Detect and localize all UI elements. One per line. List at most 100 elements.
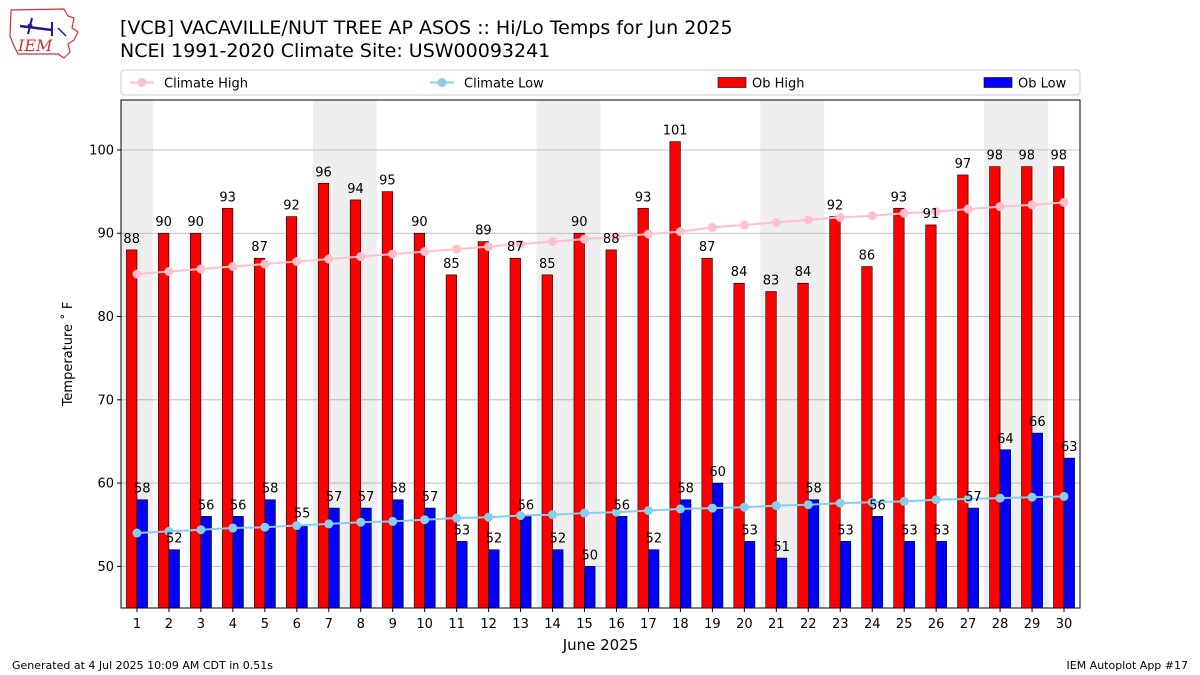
climate-low-point: [899, 496, 909, 506]
ob-high-label: 93: [219, 190, 236, 205]
x-tick-label: 3: [197, 617, 205, 632]
climate-high-point: [835, 212, 845, 222]
legend-climate-high-label: Climate High: [164, 77, 248, 92]
y-tick-label: 80: [97, 310, 114, 325]
ob-high-bar: [541, 274, 553, 609]
ob-low-bar: [776, 557, 788, 609]
climate-low-point: [931, 495, 941, 505]
ob-high-label: 98: [1019, 149, 1036, 164]
ob-low-label: 58: [805, 482, 822, 497]
x-tick-label: 20: [736, 617, 753, 632]
ob-low-label: 57: [422, 490, 439, 505]
climate-low-point: [580, 508, 590, 518]
legend-climate-low-label: Climate Low: [464, 77, 544, 92]
climate-low-point: [963, 494, 973, 504]
climate-low-point: [452, 513, 462, 523]
legend-climate-high-marker: [137, 78, 147, 87]
climate-low-point: [356, 517, 366, 527]
ob-low-label: 52: [166, 532, 183, 547]
ob-high-label: 88: [123, 232, 140, 247]
legend-ob-low-label: Ob Low: [1018, 77, 1067, 92]
ob-high-bar: [893, 207, 905, 609]
y-tick-label: 90: [97, 227, 114, 242]
ob-high-bar: [701, 257, 713, 609]
climate-low-point: [1059, 491, 1069, 501]
x-tick-label: 5: [261, 617, 269, 632]
ob-high-bar: [925, 224, 937, 609]
x-tick-label: 25: [896, 617, 913, 632]
ob-low-bar: [839, 541, 852, 609]
climate-high-point: [643, 229, 653, 239]
ob-low-label: 60: [709, 465, 726, 480]
climate-high-point: [675, 227, 685, 237]
x-tick-label: 9: [389, 617, 397, 632]
ob-low-label: 52: [486, 532, 503, 547]
x-tick-label: 21: [768, 617, 785, 632]
ob-high-label: 93: [891, 190, 908, 205]
x-tick-label: 10: [416, 617, 433, 632]
plot-frame: [120, 99, 1081, 609]
ob-high-label: 101: [663, 124, 688, 139]
climate-low-point: [228, 523, 238, 533]
x-tick-label: 30: [1056, 617, 1073, 632]
climate-high-point: [164, 267, 174, 277]
climate-high-point: [452, 244, 462, 254]
climate-low-point: [643, 506, 653, 516]
ob-high-label: 87: [699, 240, 716, 255]
ob-low-label: 53: [901, 523, 918, 538]
x-tick-label: 12: [480, 617, 497, 632]
ob-low-label: 57: [965, 490, 982, 505]
ob-high-label: 84: [731, 265, 748, 280]
ob-low-bar: [903, 541, 916, 609]
ob-low-label: 56: [230, 498, 247, 513]
climate-high-point: [1027, 200, 1037, 210]
x-axis-label: June 2025: [562, 636, 639, 654]
ob-low-bar: [616, 516, 628, 609]
x-tick-label: 14: [544, 617, 561, 632]
ob-low-bar: [1031, 432, 1043, 609]
ob-low-bar: [999, 449, 1011, 609]
ob-low-label: 51: [773, 540, 790, 555]
y-tick-label: 70: [97, 393, 114, 408]
y-axis-label: Temperature ˚ F: [60, 302, 76, 408]
ob-high-label: 97: [955, 157, 972, 172]
ob-low-label: 52: [550, 532, 567, 547]
ob-high-bar: [733, 282, 745, 609]
ob-low-label: 53: [933, 523, 950, 538]
ob-low-label: 63: [1061, 440, 1078, 455]
ob-high-bar: [765, 291, 777, 609]
logo-text: IEM: [17, 36, 53, 55]
ob-high-label: 87: [251, 240, 268, 255]
ob-high-bar: [509, 257, 521, 609]
ob-low-bar: [392, 499, 404, 609]
ob-low-label: 58: [677, 482, 694, 497]
ob-low-label: 53: [454, 523, 471, 538]
ob-low-label: 64: [997, 432, 1014, 447]
legend-box: [120, 69, 1081, 96]
app-label: IEM Autoplot App #17: [1066, 659, 1189, 672]
chart-title: [VCB] VACAVILLE/NUT TREE AP ASOS :: Hi/L…: [120, 17, 733, 39]
ob-low-bar: [520, 516, 532, 609]
x-tick-label: 13: [512, 617, 529, 632]
ob-low-bar: [264, 499, 276, 609]
ob-low-label: 55: [294, 507, 311, 522]
ob-low-bar: [744, 541, 756, 609]
ob-high-label: 86: [859, 249, 876, 264]
ob-low-label: 66: [1029, 415, 1046, 430]
ob-high-label: 90: [411, 215, 428, 230]
ob-high-label: 91: [923, 207, 940, 222]
ob-low-label: 56: [613, 498, 630, 513]
climate-low-point: [548, 510, 558, 520]
climate-low-point: [324, 519, 334, 529]
climate-low-point: [516, 511, 526, 521]
ob-high-bar: [637, 207, 649, 609]
climate-high-point: [707, 222, 717, 232]
climate-low-line: [136, 495, 1065, 535]
climate-high-point: [356, 252, 366, 262]
x-tick-label: 23: [832, 617, 849, 632]
ob-high-bar: [669, 141, 681, 609]
climate-low-point: [611, 507, 621, 517]
x-tick-label: 16: [608, 617, 625, 632]
climate-high-point: [995, 202, 1005, 212]
x-tick-label: 4: [229, 617, 237, 632]
